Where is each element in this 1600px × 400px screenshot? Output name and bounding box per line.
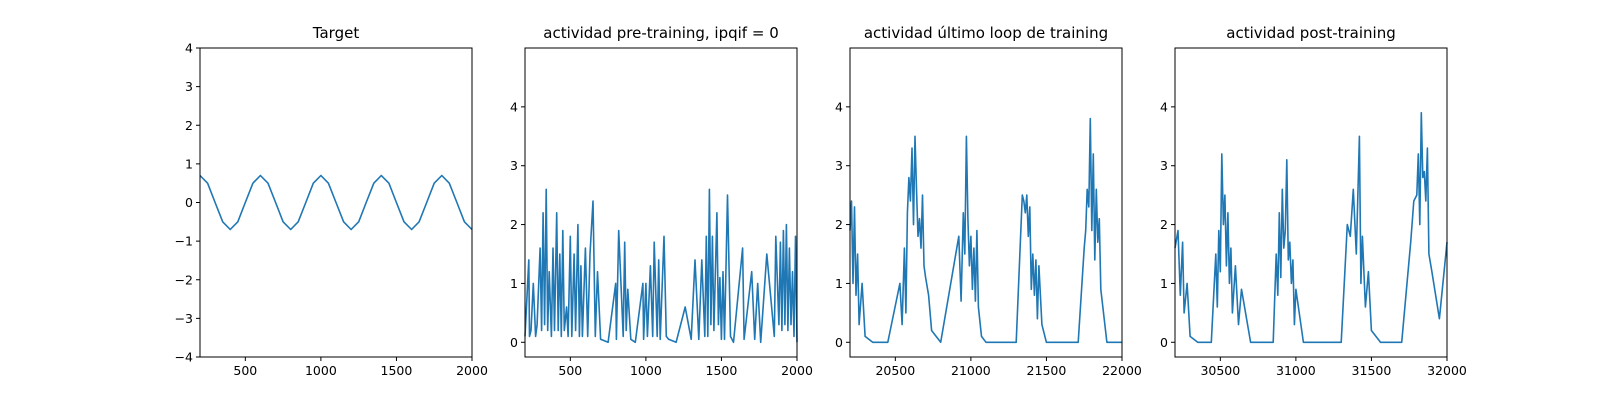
y-tick-label: 3 (1160, 158, 1168, 173)
x-tick-label: 1500 (706, 363, 738, 378)
x-tick-label: 21000 (951, 363, 991, 378)
y-tick-label: 3 (510, 158, 518, 173)
y-tick-label: −4 (175, 350, 193, 365)
chart-title: Target (312, 24, 360, 42)
series-line (1174, 111, 1448, 344)
axes-frame (524, 47, 798, 358)
y-tick-label: 4 (510, 99, 518, 114)
y-tick-label: 4 (835, 99, 843, 114)
y-tick-label: 4 (185, 41, 193, 56)
chart-title: actividad post-training (1226, 24, 1395, 42)
x-tick-label: 2000 (781, 363, 813, 378)
y-tick-label: 2 (835, 217, 843, 232)
chart-title: actividad pre-training, ipqif = 0 (543, 24, 779, 42)
y-tick-label: 1 (1160, 276, 1168, 291)
y-tick-label: 3 (835, 158, 843, 173)
y-tick-label: 2 (1160, 217, 1168, 232)
x-tick-label: 1000 (630, 363, 662, 378)
y-tick-label: −3 (175, 311, 193, 326)
axes-frame (849, 47, 1123, 358)
axes-frame (1174, 47, 1448, 358)
chart-panel-1: Target 500 1000 1500 2000 −4 −3 −2 −1 0 1 2 3 4 (175, 24, 488, 378)
x-tick-label: 31500 (1352, 363, 1392, 378)
x-tick-label: 500 (233, 363, 257, 378)
y-tick-label: 4 (1160, 99, 1168, 114)
x-tick-label: 22000 (1102, 363, 1142, 378)
x-tick-label: 31000 (1276, 363, 1316, 378)
y-tick-label: 2 (510, 217, 518, 232)
x-tick-label: 20500 (875, 363, 915, 378)
x-tick-label: 1000 (305, 363, 337, 378)
series-line (199, 174, 473, 231)
series-line (524, 188, 798, 344)
x-tick-label: 32000 (1427, 363, 1467, 378)
y-tick-label: 0 (835, 335, 843, 350)
series-line (849, 117, 1122, 344)
x-tick-label: 30500 (1200, 363, 1240, 378)
y-tick-label: 1 (510, 276, 518, 291)
y-tick-label: 3 (185, 79, 193, 94)
x-tick-label: 2000 (456, 363, 488, 378)
y-tick-label: 2 (185, 118, 193, 133)
chart-panel-2: actividad pre-training, ipqif = 0 500 1000… (510, 24, 813, 378)
y-tick-label: −1 (175, 234, 193, 249)
y-tick-label: 0 (510, 335, 518, 350)
y-tick-label: 1 (185, 156, 193, 171)
y-tick-label: 0 (1160, 335, 1168, 350)
y-tick-label: 1 (835, 276, 843, 291)
x-tick-label: 500 (558, 363, 582, 378)
x-tick-label: 1500 (381, 363, 413, 378)
y-tick-label: 0 (185, 195, 193, 210)
chart-title: actividad último loop de training (864, 24, 1108, 42)
y-tick-label: −2 (175, 272, 193, 287)
x-tick-label: 21500 (1027, 363, 1067, 378)
